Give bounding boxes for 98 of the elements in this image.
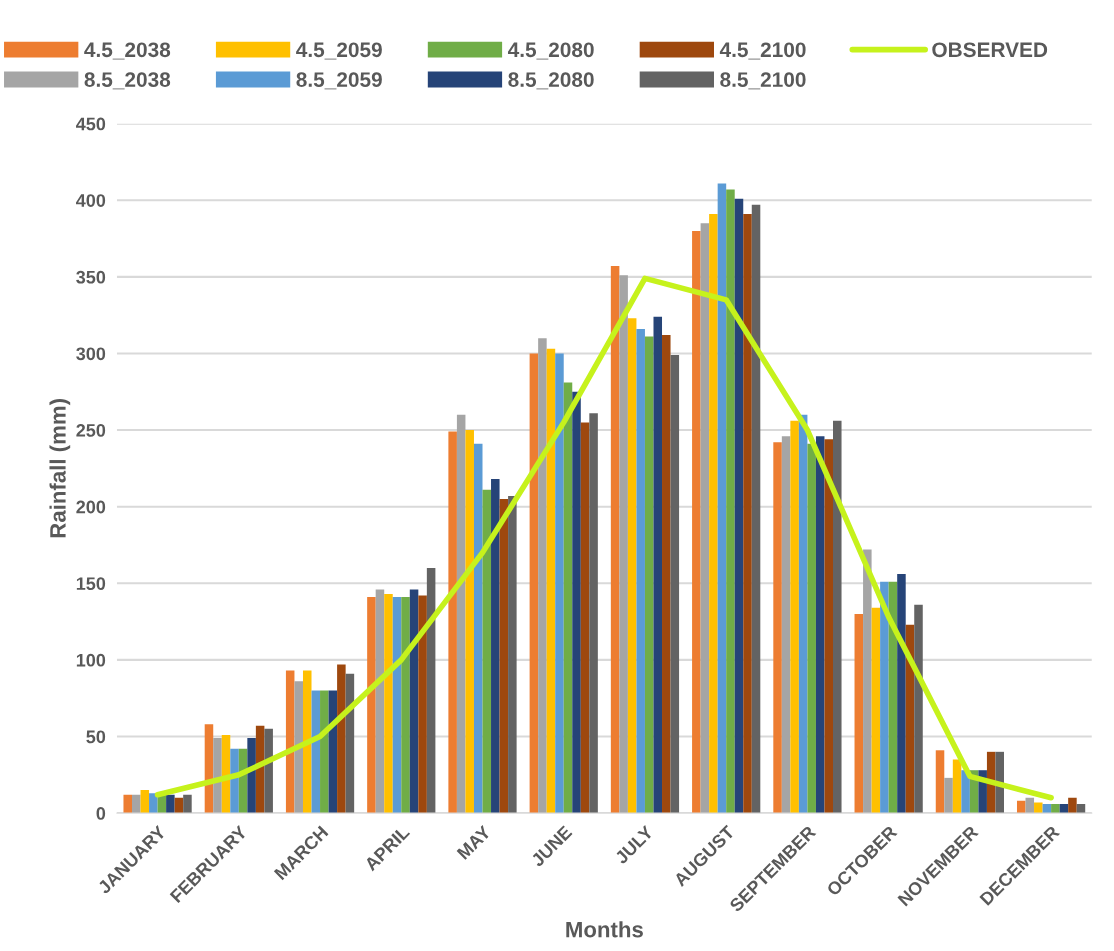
y-tick-label: 350 xyxy=(76,270,106,284)
bar xyxy=(1068,797,1077,814)
bar xyxy=(1016,800,1026,814)
bar xyxy=(653,316,663,814)
x-axis-title: Months xyxy=(566,921,643,938)
legend-label: 8.5_2100 xyxy=(720,72,806,90)
bar xyxy=(734,198,744,814)
bar xyxy=(538,338,547,814)
bar xyxy=(401,597,410,814)
y-tick-label: 300 xyxy=(76,347,106,361)
bar xyxy=(773,442,782,814)
bar xyxy=(863,549,872,814)
bar xyxy=(636,328,645,814)
bar xyxy=(123,794,132,814)
bar xyxy=(499,499,509,814)
bar xyxy=(555,353,564,814)
bar xyxy=(465,430,474,814)
y-tick-label: 400 xyxy=(76,194,106,207)
bar xyxy=(409,589,419,814)
legend-label: 8.5_2038 xyxy=(84,72,171,90)
y-tick-label: 100 xyxy=(76,653,106,667)
bar xyxy=(448,431,457,814)
bar xyxy=(426,567,436,814)
bar xyxy=(302,670,312,814)
bar xyxy=(815,436,825,814)
bar xyxy=(751,204,761,814)
bar xyxy=(384,594,393,814)
legend-label: 8.5_2059 xyxy=(296,72,382,90)
y-tick-label: 250 xyxy=(76,424,106,437)
bar xyxy=(871,607,881,814)
bar xyxy=(709,214,718,814)
bar xyxy=(619,275,628,814)
bar xyxy=(717,183,727,814)
legend-label: 8.5_2080 xyxy=(508,72,594,90)
legend-label: 4.5_2038 xyxy=(84,42,171,60)
bar xyxy=(375,589,385,814)
bar xyxy=(854,613,864,814)
y-tick-label: 50 xyxy=(86,730,106,744)
bar xyxy=(264,728,273,814)
bar xyxy=(320,690,329,814)
y-tick-label: 450 xyxy=(76,117,106,131)
bar xyxy=(140,790,150,814)
legend-label: 4.5_2059 xyxy=(296,42,382,60)
y-axis-title: Rainfall (mm) xyxy=(49,399,71,538)
bar xyxy=(798,414,808,814)
bar xyxy=(456,414,466,814)
bar xyxy=(473,443,483,814)
bar xyxy=(743,214,752,814)
bar xyxy=(166,794,175,814)
bar xyxy=(952,759,962,814)
bar xyxy=(247,738,256,814)
bar xyxy=(529,353,539,814)
bar xyxy=(670,354,680,814)
bar xyxy=(546,348,556,814)
y-tick-label: 150 xyxy=(76,577,106,590)
bar xyxy=(589,413,598,814)
bar xyxy=(337,664,346,814)
bar xyxy=(692,230,701,814)
bar xyxy=(230,748,239,814)
bar xyxy=(482,489,492,814)
bar xyxy=(833,420,842,814)
bar xyxy=(726,189,735,814)
bar xyxy=(824,439,834,814)
bar xyxy=(897,574,906,814)
bar xyxy=(213,738,222,814)
bar xyxy=(807,443,816,814)
bar xyxy=(644,336,654,814)
bar xyxy=(392,597,402,814)
bar xyxy=(572,391,581,814)
bar xyxy=(367,597,376,814)
bar xyxy=(491,479,500,814)
bar xyxy=(935,750,945,814)
legend-label: OBSERVED xyxy=(932,42,1048,58)
bar xyxy=(580,422,590,814)
bar xyxy=(995,751,1004,814)
bar xyxy=(1034,802,1043,814)
bar xyxy=(294,681,303,814)
bar xyxy=(563,382,573,814)
bar xyxy=(944,777,953,814)
bar xyxy=(961,770,970,814)
bar xyxy=(790,420,799,814)
bar xyxy=(1051,803,1060,814)
bar xyxy=(610,266,620,814)
bar xyxy=(149,793,158,814)
bar xyxy=(781,436,791,814)
bar xyxy=(418,595,427,814)
legend-label: 4.5_2080 xyxy=(507,42,594,60)
bar xyxy=(627,318,637,814)
legend-label: 4.5_2100 xyxy=(719,42,806,60)
y-tick-label: 0 xyxy=(96,807,106,820)
bar xyxy=(183,794,192,814)
y-tick-label: 200 xyxy=(76,500,106,514)
bar xyxy=(662,335,671,814)
bar xyxy=(880,581,889,814)
bar xyxy=(508,495,517,814)
bar xyxy=(914,604,923,814)
bar xyxy=(132,794,141,814)
bar xyxy=(700,223,710,814)
